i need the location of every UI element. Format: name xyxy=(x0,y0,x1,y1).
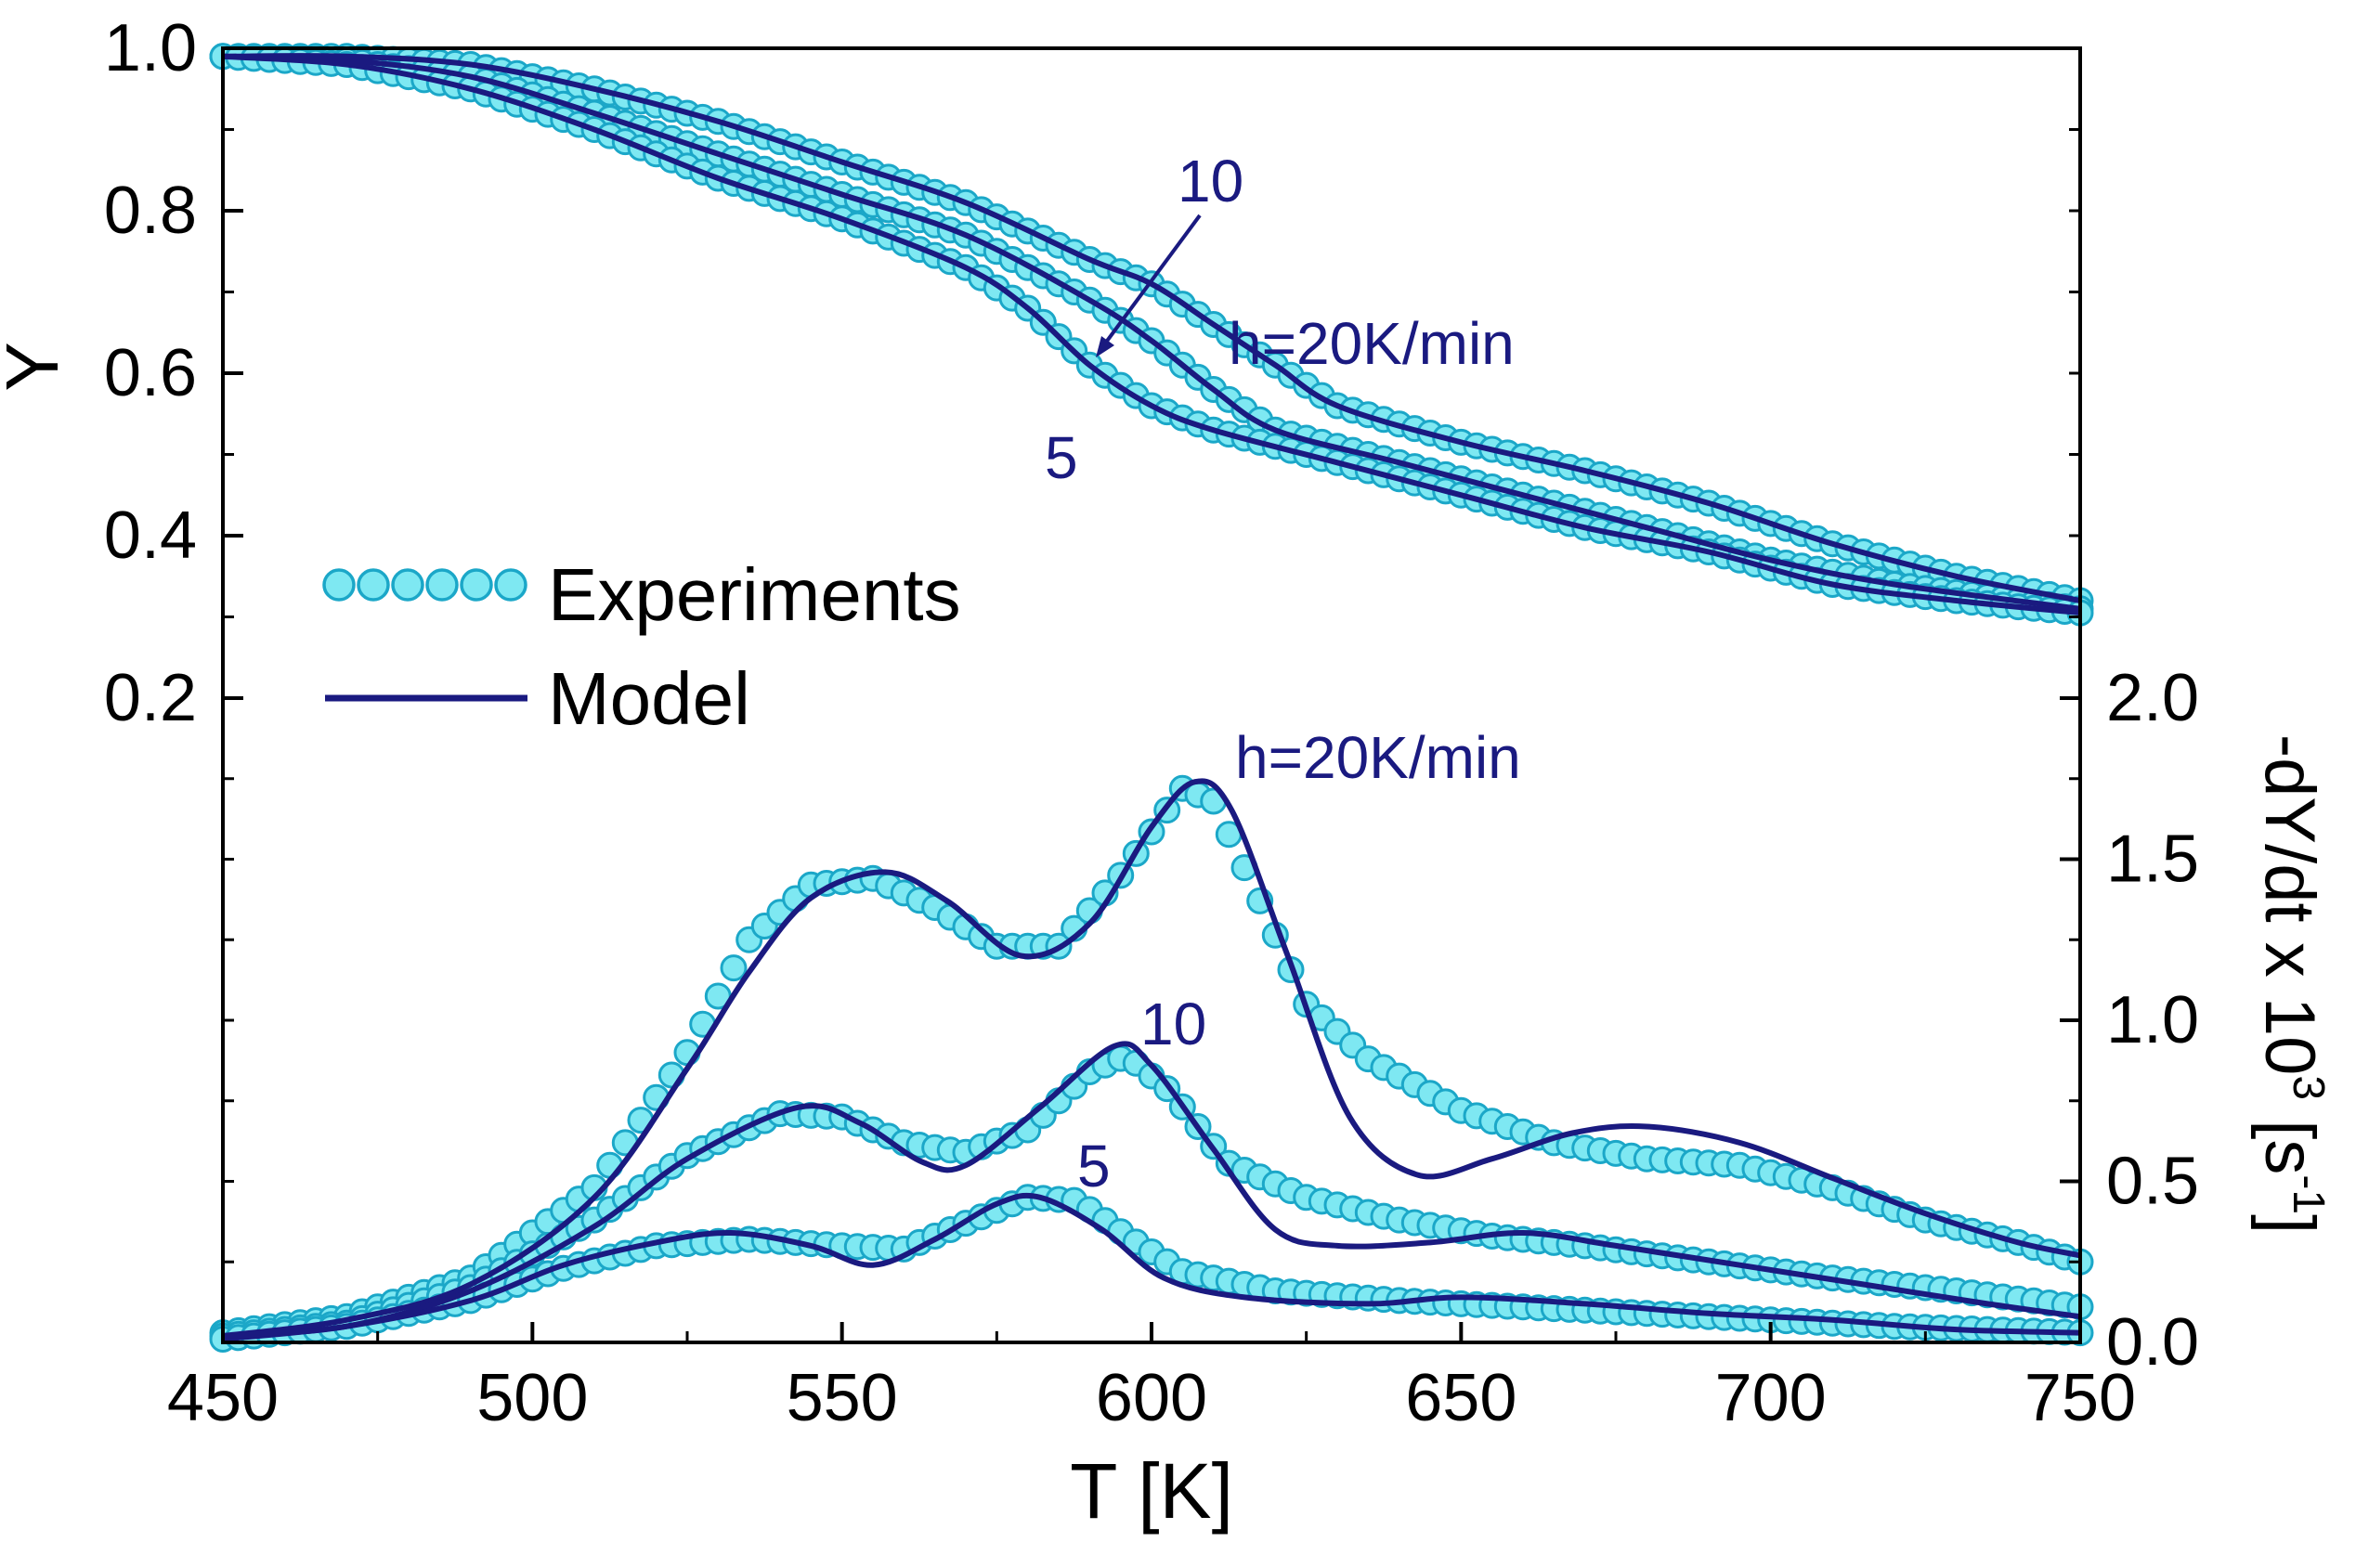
annotation-top-h20: h=20K/min xyxy=(1229,310,1515,377)
y-left-tick-label: 0.6 xyxy=(104,336,197,410)
y-right-tick-label: 1.5 xyxy=(2106,823,2199,897)
y-right-title-sup: 3 xyxy=(2284,1075,2333,1100)
plot-area xyxy=(209,43,2094,1353)
y-left-tick-label: 0.4 xyxy=(104,499,197,573)
y-right-tick-label: 1.0 xyxy=(2106,983,2199,1057)
y-right-axis-title: -dY/dt x 103 [s-1] xyxy=(2250,734,2333,1234)
legend-experiment-marker xyxy=(357,568,390,602)
legend-experiment-marker xyxy=(494,568,527,602)
annotation-top-10-arrow-line xyxy=(1103,214,1202,345)
model-line-dydt-5 xyxy=(222,1192,2081,1342)
annotations: h=20K/min 10 5 h=20K/min 10 5 xyxy=(1045,148,1521,1199)
model-lines xyxy=(222,53,2081,1342)
y-left-tick-label: 0.8 xyxy=(104,174,197,248)
x-tick-label: 550 xyxy=(787,1361,898,1435)
legend-experiment-marker xyxy=(460,568,493,602)
experiment-point xyxy=(720,954,748,982)
legend-experiment-marker xyxy=(322,568,356,602)
model-line-y-5 xyxy=(222,53,2081,616)
annotation-top-10: 10 xyxy=(1178,148,1243,214)
legend-experiments-label: Experiments xyxy=(548,553,961,636)
y-right-title-close: ] xyxy=(2250,1214,2329,1234)
axes: 450 500 550 600 650 700 750 0.2 0.4 0.6 0.8 1.0 0.0 0… xyxy=(104,11,2199,1435)
x-tick-label: 600 xyxy=(1096,1361,1207,1435)
y-right-title-unit: [s xyxy=(2250,1100,2329,1174)
y-left-axis-title: Y xyxy=(0,342,73,391)
x-tick-label: 750 xyxy=(2024,1361,2136,1435)
annotation-bottom-h20: h=20K/min xyxy=(1235,724,1521,791)
y-right-tick-label: 0.5 xyxy=(2106,1145,2199,1219)
x-axis-title: T [K] xyxy=(1070,1447,1233,1535)
y-left-tick-label: 1.0 xyxy=(104,11,197,85)
annotation-top-5: 5 xyxy=(1045,424,1078,491)
model-line-dydt-20 xyxy=(222,778,2081,1340)
legend-experiment-marker xyxy=(425,568,459,602)
x-tick-label: 450 xyxy=(167,1361,279,1435)
y-right-title-main: -dY/dt x 10 xyxy=(2250,734,2329,1076)
y-left-tick-label: 0.2 xyxy=(104,661,197,735)
model-line-y-10 xyxy=(222,53,2081,612)
x-tick-label: 650 xyxy=(1405,1361,1516,1435)
legend-model-label: Model xyxy=(548,657,750,740)
model-line-y-20 xyxy=(222,53,2081,603)
y-right-title-unit-sup: -1 xyxy=(2284,1174,2333,1214)
legend-experiments-swatch xyxy=(322,568,527,602)
x-tick-label: 700 xyxy=(1715,1361,1827,1435)
y-right-tick-label: 0.0 xyxy=(2106,1305,2199,1380)
annotation-bottom-10: 10 xyxy=(1140,991,1206,1057)
annotation-bottom-5: 5 xyxy=(1077,1133,1111,1199)
annotation-top-10-arrowhead xyxy=(1096,336,1114,357)
y-right-tick-label: 2.0 xyxy=(2106,661,2199,735)
model-line-dydt-10 xyxy=(222,1041,2081,1340)
legend: Experiments Model xyxy=(322,553,961,740)
legend-experiment-marker xyxy=(391,568,424,602)
x-tick-label: 500 xyxy=(476,1361,588,1435)
